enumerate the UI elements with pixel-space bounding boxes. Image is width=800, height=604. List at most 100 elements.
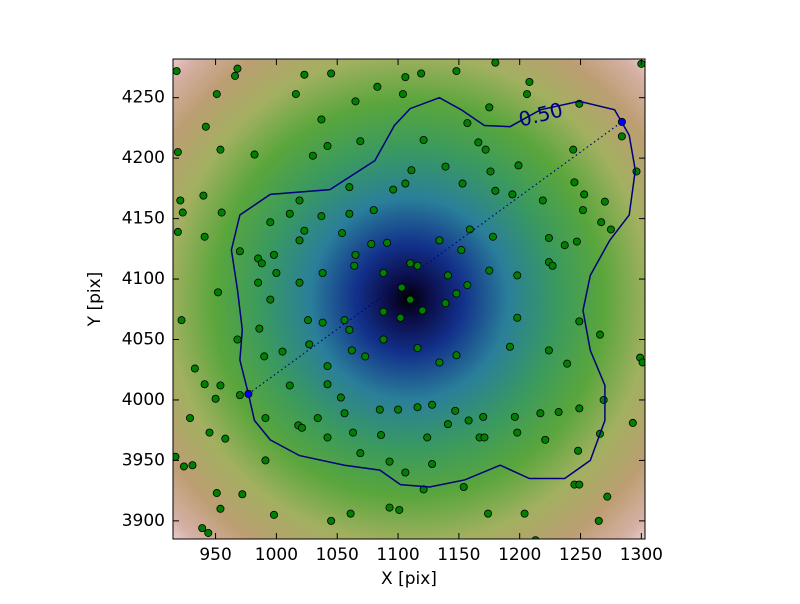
scatter-point bbox=[514, 161, 523, 170]
scatter-point bbox=[463, 119, 472, 128]
scatter-point bbox=[428, 400, 437, 409]
scatter-point bbox=[385, 503, 394, 512]
scatter-point bbox=[413, 403, 422, 412]
scatter-point bbox=[285, 381, 294, 390]
scatter-point bbox=[538, 196, 547, 205]
scatter-point bbox=[406, 295, 415, 304]
scatter-point bbox=[204, 528, 213, 537]
scatter-point bbox=[441, 299, 450, 308]
scatter-point bbox=[536, 409, 545, 418]
y-tick-label: 4000 bbox=[122, 390, 165, 410]
scatter-point bbox=[254, 278, 263, 287]
scatter-point bbox=[260, 352, 269, 361]
scatter-point bbox=[523, 90, 532, 99]
scatter-point bbox=[323, 142, 332, 151]
scatter-point bbox=[389, 185, 398, 194]
scatter-point bbox=[541, 435, 550, 444]
scatter-point bbox=[513, 313, 522, 322]
scatter-point bbox=[327, 516, 336, 525]
scatter-point bbox=[580, 190, 589, 199]
scatter-point bbox=[417, 69, 426, 78]
scatter-point bbox=[261, 456, 270, 465]
scatter-point bbox=[266, 295, 275, 304]
scatter-point bbox=[428, 460, 437, 469]
scatter-point bbox=[379, 307, 388, 316]
scatter-point bbox=[217, 208, 226, 217]
scatter-point bbox=[464, 416, 473, 425]
scatter-point bbox=[212, 489, 221, 498]
scatter-point bbox=[465, 225, 474, 234]
scatter-point bbox=[373, 82, 382, 91]
scatter-point bbox=[457, 246, 466, 255]
scatter-point bbox=[435, 236, 444, 245]
scatter-point bbox=[452, 67, 461, 76]
scatter-point bbox=[531, 536, 540, 539]
scatter-point bbox=[351, 97, 360, 106]
scatter-point bbox=[563, 359, 572, 368]
scatter-point bbox=[361, 352, 370, 361]
x-axis-label: X [pix] bbox=[381, 569, 437, 589]
scatter-point bbox=[575, 480, 584, 489]
scatter-point bbox=[481, 145, 490, 154]
scatter-point bbox=[548, 261, 557, 270]
scatter-point bbox=[308, 151, 317, 160]
y-tick-label: 4050 bbox=[122, 330, 165, 350]
scatter-point bbox=[323, 433, 332, 442]
scatter-point bbox=[317, 115, 326, 124]
scatter-point bbox=[397, 283, 406, 292]
x-tick-label: 1200 bbox=[498, 545, 541, 565]
x-tick-label: 1250 bbox=[559, 545, 602, 565]
scatter-point bbox=[485, 266, 494, 275]
scatter-point bbox=[345, 325, 354, 334]
scatter-point bbox=[269, 250, 278, 259]
scatter-point bbox=[304, 316, 313, 325]
scatter-point bbox=[407, 166, 416, 175]
scatter-point bbox=[513, 428, 522, 437]
scatter-point bbox=[300, 226, 309, 235]
scatter-point bbox=[235, 391, 244, 400]
scatter-point bbox=[554, 408, 563, 417]
scatter-point bbox=[628, 418, 637, 427]
scatter-point bbox=[291, 90, 300, 99]
scatter-point bbox=[574, 446, 583, 455]
axes: 950 1000 1050 1100 1150 1200 1250 1300 3900 3950 4… bbox=[122, 59, 663, 565]
scatter-point bbox=[375, 405, 384, 414]
y-tick-label: 3900 bbox=[122, 511, 165, 531]
scatter-point bbox=[451, 406, 460, 415]
scatter-point bbox=[377, 431, 386, 440]
scatter-point bbox=[346, 509, 355, 518]
scatter-point bbox=[216, 145, 225, 154]
x-tick-label: 1100 bbox=[376, 545, 419, 565]
scatter-point bbox=[394, 405, 403, 414]
scatter-point bbox=[603, 492, 612, 501]
scatter-point bbox=[401, 73, 410, 82]
contour-line bbox=[230, 96, 637, 488]
scatter-point bbox=[486, 167, 495, 176]
scatter-point bbox=[356, 449, 365, 458]
scatter-point bbox=[205, 428, 214, 437]
scatter-point bbox=[597, 218, 606, 227]
scatter-point bbox=[617, 132, 626, 141]
scatter-point bbox=[379, 335, 388, 344]
scatter-point bbox=[395, 505, 404, 514]
scatter-point bbox=[595, 330, 604, 339]
scatter-point bbox=[398, 90, 407, 99]
scatter-point bbox=[198, 524, 207, 533]
scatter-point bbox=[200, 380, 209, 389]
scatter-point bbox=[261, 414, 270, 423]
x-tick-label: 1300 bbox=[620, 545, 663, 565]
scatter-point bbox=[379, 269, 388, 278]
scatter-point bbox=[295, 236, 304, 245]
scatter-point bbox=[177, 316, 186, 325]
scatter-point bbox=[351, 250, 360, 259]
scatter-point bbox=[214, 288, 223, 297]
scatter-point bbox=[200, 232, 209, 241]
scatter-point bbox=[269, 510, 278, 519]
scatter-point bbox=[173, 67, 181, 76]
axes-frame bbox=[172, 58, 646, 540]
y-tick-label: 4100 bbox=[122, 269, 165, 289]
scatter-point bbox=[520, 509, 529, 518]
scatter-point bbox=[257, 259, 266, 268]
scatter-point bbox=[413, 343, 422, 352]
